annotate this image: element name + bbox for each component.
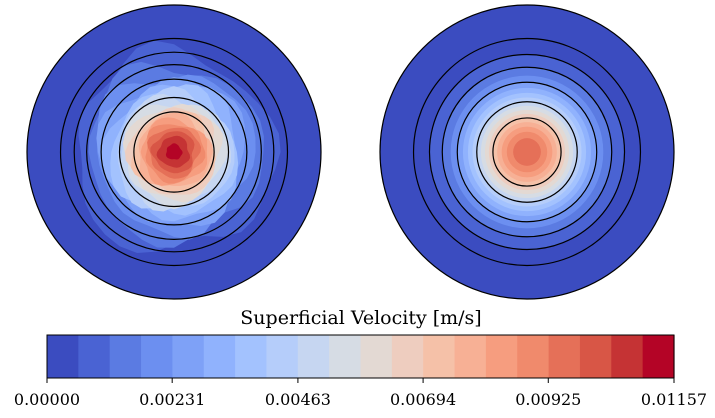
colorbar-cell	[517, 335, 550, 378]
right-contour-line	[412, 37, 642, 267]
colorbar-cell	[78, 335, 111, 378]
colorbar-cell	[329, 335, 362, 378]
colorbar-cell	[391, 335, 424, 378]
colorbar-cell	[47, 335, 79, 378]
left-contour-bands	[78, 40, 281, 253]
colorbar-cell	[642, 335, 675, 378]
right-contour-band	[513, 138, 541, 166]
colorbar-tick-label: 0.00231	[139, 390, 205, 409]
right-contour-line	[476, 101, 578, 203]
colorbar-cell	[548, 335, 581, 378]
colorbar-tick-label: 0.00694	[390, 390, 456, 409]
right-contour-lines	[412, 37, 642, 267]
right-outer-boundary	[379, 4, 675, 300]
colorbar-cell	[203, 335, 236, 378]
colorbar-cell	[109, 335, 142, 378]
left-contour-lines	[59, 37, 289, 267]
colorbar-cell	[454, 335, 487, 378]
colorbar-frame	[46, 334, 675, 379]
right-contour-line	[441, 66, 613, 238]
right-velocity-map	[379, 4, 675, 300]
colorbar-cell	[172, 335, 205, 378]
right-contour-bands	[429, 54, 625, 250]
left-contour-line	[86, 64, 262, 240]
left-velocity-map	[26, 4, 322, 300]
left-outer-boundary	[26, 4, 322, 300]
colorbar-label: Superficial Velocity [m/s]	[240, 307, 481, 329]
colorbar-tick-label: 0.00925	[515, 390, 581, 409]
colorbar-ticks: 0.00000 0.00231 0.00463 0.00694 0.00925 0.011…	[14, 378, 707, 409]
colorbar-cell	[235, 335, 268, 378]
colorbar-cell	[141, 335, 173, 378]
colorbar-tick-label: 0.01157	[641, 390, 707, 409]
left-contour-line	[100, 78, 248, 226]
colorbar-cell	[485, 335, 518, 378]
colorbar-cell	[579, 335, 612, 378]
colorbar-tick-label: 0.00000	[14, 390, 80, 409]
colorbar-cell	[423, 335, 456, 378]
left-contour-line	[118, 96, 230, 208]
colorbar-cell	[266, 335, 299, 378]
colorbar	[47, 335, 675, 378]
right-contour-line	[492, 117, 562, 187]
colorbar-cell	[611, 335, 644, 378]
right-contour-line	[456, 81, 598, 223]
left-contour-line	[59, 37, 289, 267]
left-contour-band	[165, 143, 183, 160]
left-contour-line	[133, 111, 215, 193]
left-contour-line	[73, 51, 275, 253]
colorbar-tick-label: 0.00463	[265, 390, 331, 409]
colorbar-cell	[297, 335, 330, 378]
colorbar-cell	[360, 335, 393, 378]
right-contour-line	[428, 53, 626, 251]
